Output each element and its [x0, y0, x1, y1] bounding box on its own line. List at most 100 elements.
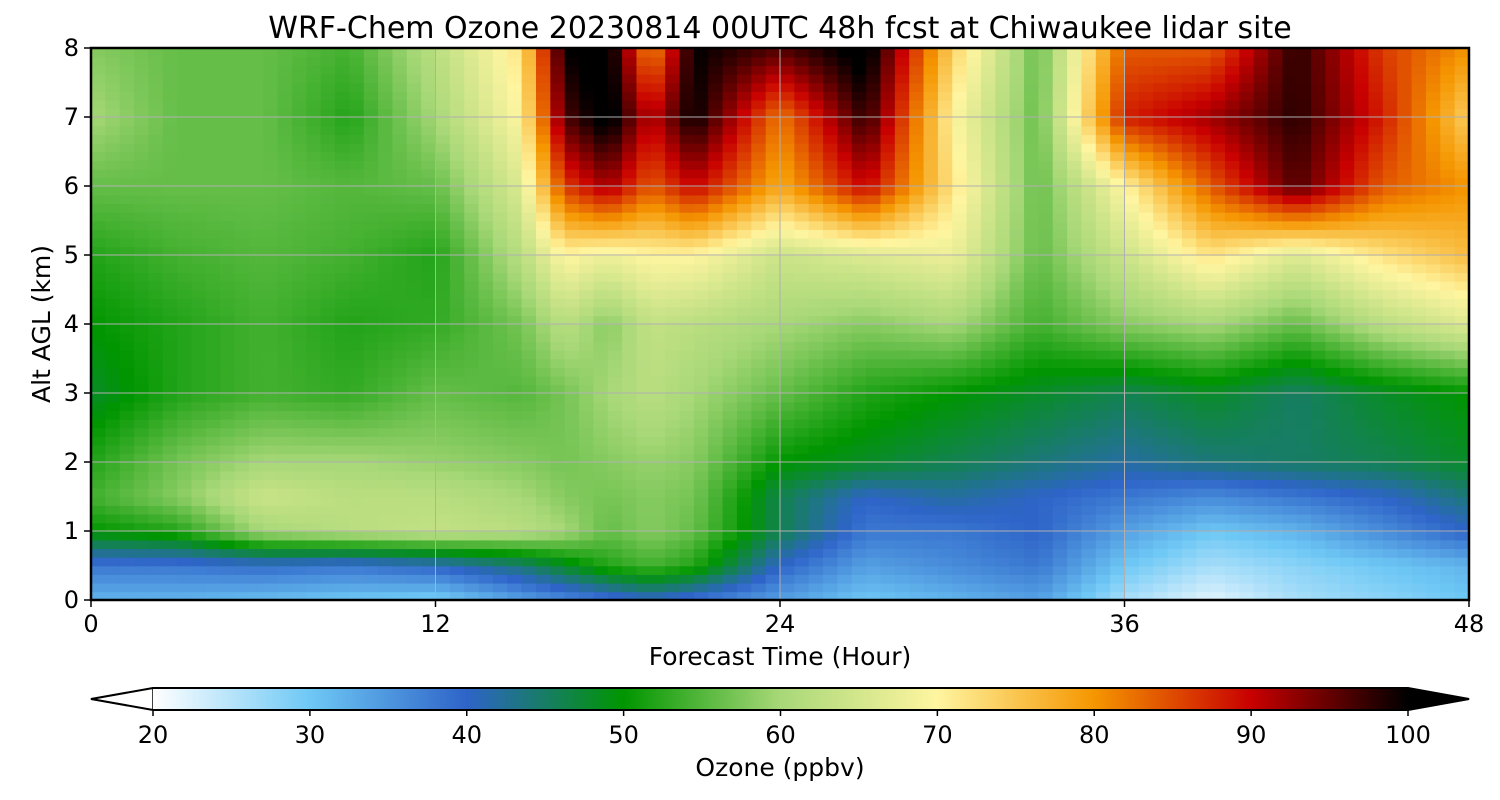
heatmap-cell — [593, 186, 609, 196]
heatmap-cell — [808, 462, 824, 472]
heatmap-cell — [1038, 151, 1054, 161]
heatmap-cell — [148, 229, 164, 239]
heatmap-cell — [492, 168, 509, 179]
heatmap-cell — [234, 487, 250, 498]
heatmap-cell — [220, 186, 236, 196]
heatmap-cell — [1181, 462, 1198, 472]
heatmap-cell — [823, 375, 839, 386]
heatmap-cell — [693, 177, 710, 187]
heatmap-cell — [780, 306, 796, 317]
heatmap-cell — [1224, 246, 1241, 256]
heatmap-cell — [1253, 453, 1269, 463]
heatmap-cell — [134, 565, 150, 575]
heatmap-cell — [1052, 375, 1068, 386]
heatmap-cell — [550, 177, 566, 187]
heatmap-cell — [1196, 444, 1212, 455]
heatmap-cell — [1440, 393, 1456, 403]
heatmap-cell — [378, 289, 394, 299]
heatmap-cell — [134, 574, 150, 584]
heatmap-cell — [291, 462, 308, 472]
heatmap-cell — [1124, 246, 1140, 256]
heatmap-cell — [291, 470, 308, 481]
heatmap-cell — [263, 479, 279, 489]
heatmap-cell — [952, 548, 968, 558]
heatmap-cell — [708, 211, 724, 222]
heatmap-cell — [177, 479, 193, 489]
heatmap-cell — [808, 341, 824, 351]
heatmap-cell — [1425, 444, 1442, 455]
heatmap-cell — [1196, 487, 1212, 498]
heatmap-cell — [794, 367, 810, 377]
heatmap-cell — [909, 306, 925, 317]
heatmap-cell — [248, 453, 265, 463]
heatmap-cell — [607, 487, 623, 498]
heatmap-cell — [794, 160, 810, 170]
heatmap-cell — [263, 522, 279, 532]
heatmap-cell — [421, 574, 437, 584]
heatmap-cell — [650, 384, 666, 394]
heatmap-cell — [1368, 177, 1384, 187]
heatmap-cell — [119, 574, 135, 584]
heatmap-cell — [162, 453, 178, 463]
heatmap-cell — [1024, 393, 1040, 403]
heatmap-cell — [1110, 522, 1126, 532]
heatmap-cell — [1081, 418, 1097, 429]
heatmap-cell — [909, 470, 925, 481]
heatmap-cell — [421, 298, 437, 308]
heatmap-cell — [435, 220, 451, 230]
heatmap-cell — [1425, 237, 1442, 248]
heatmap-cell — [1411, 177, 1427, 187]
heatmap-cell — [392, 470, 408, 481]
heatmap-cell — [980, 487, 997, 498]
heatmap-cell — [665, 496, 681, 506]
heatmap-cell — [837, 462, 853, 472]
heatmap-cell — [550, 531, 566, 541]
heatmap-cell — [1009, 160, 1025, 170]
heatmap-cell — [1454, 418, 1469, 429]
heatmap-cell — [564, 574, 580, 584]
heatmap-cell — [1311, 160, 1327, 170]
heatmap-cell — [291, 332, 308, 343]
heatmap-cell — [492, 427, 509, 437]
heatmap-cell — [521, 462, 537, 472]
heatmap-cell — [708, 401, 724, 412]
heatmap-cell — [521, 280, 537, 291]
heatmap-cell — [1425, 522, 1442, 532]
heatmap-cell — [550, 418, 566, 429]
heatmap-cell — [593, 410, 609, 420]
heatmap-cell — [823, 358, 839, 368]
heatmap-cell — [909, 332, 925, 343]
heatmap-cell — [1325, 306, 1341, 317]
heatmap-cell — [751, 496, 767, 506]
heatmap-cell — [1382, 160, 1399, 170]
heatmap-cell — [665, 237, 681, 248]
heatmap-cell — [1239, 367, 1255, 377]
heatmap-cell — [335, 487, 351, 498]
heatmap-cell — [435, 306, 451, 317]
heatmap-cell — [291, 324, 308, 334]
heatmap-cell — [248, 531, 265, 541]
heatmap-cell — [550, 151, 566, 161]
heatmap-cell — [162, 194, 178, 205]
heatmap-cell — [1354, 229, 1370, 239]
heatmap-cell — [1454, 246, 1469, 256]
heatmap-cell — [780, 160, 796, 170]
heatmap-cell — [1167, 358, 1183, 368]
heatmap-cell — [119, 436, 135, 446]
heatmap-cell — [579, 289, 595, 299]
heatmap-cell — [1282, 427, 1298, 437]
heatmap-cell — [234, 324, 250, 334]
heatmap-cell — [607, 289, 623, 299]
heatmap-cell — [1052, 574, 1068, 584]
heatmap-cell — [335, 229, 351, 239]
heatmap-cell — [1210, 427, 1226, 437]
heatmap-cell — [650, 582, 666, 593]
heatmap-cell — [263, 255, 279, 265]
heatmap-cell — [808, 591, 824, 600]
heatmap-cell — [177, 151, 193, 161]
heatmap-cell — [1081, 246, 1097, 256]
heatmap-cell — [1382, 444, 1399, 455]
heatmap-cell — [1454, 487, 1469, 498]
heatmap-cell — [636, 341, 652, 351]
heatmap-cell — [1397, 548, 1413, 558]
